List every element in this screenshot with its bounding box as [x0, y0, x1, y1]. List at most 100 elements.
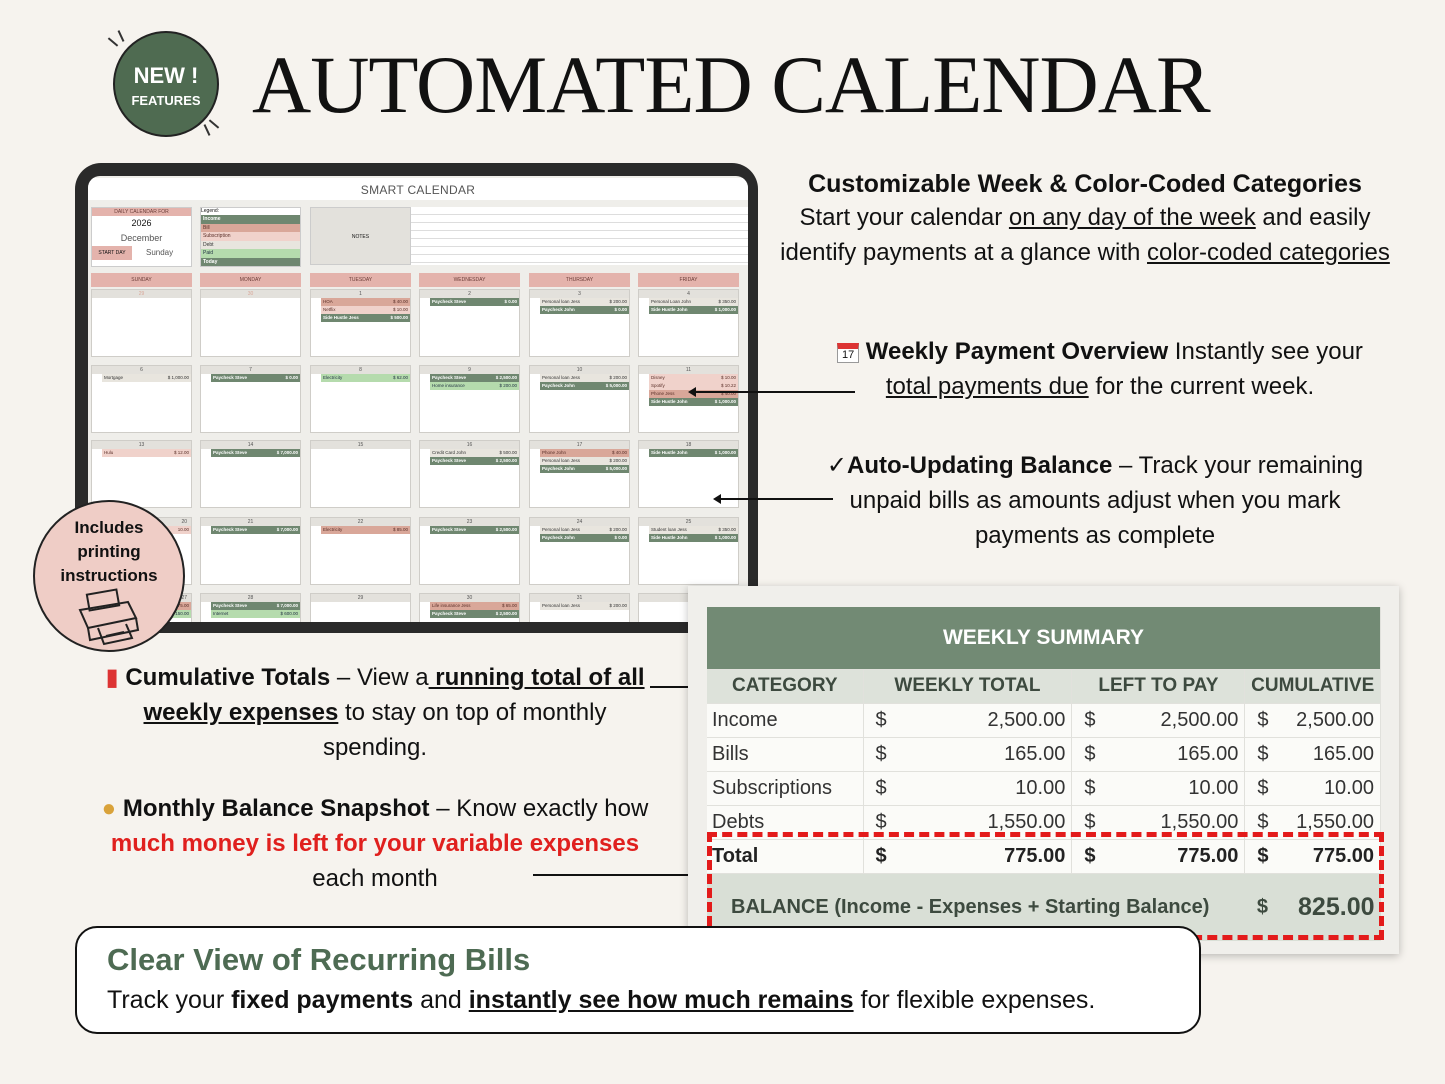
amount-w: 2,500.00	[903, 703, 1073, 738]
entry-amount: $ 0.00	[614, 307, 627, 312]
calendar-entry[interactable]: Personal loan Jess $ 200.00	[540, 526, 629, 534]
day-cell[interactable]: 28 Paycheck Steve $ 7,000.00 Internet $ 600.…	[200, 593, 301, 622]
day-cell[interactable]: 2 Paycheck Steve $ 0.00	[419, 289, 520, 357]
day-cell[interactable]: 29	[310, 593, 411, 622]
calendar-entry[interactable]: Personal loan Jess $ 200.00	[540, 298, 629, 306]
day-cell[interactable]: 3 Personal loan Jess $ 200.00 Paycheck John…	[529, 289, 630, 357]
feature-text: – View a	[330, 664, 429, 691]
entry-label: Side Hustle John	[651, 307, 688, 312]
day-cell[interactable]: 13 Hulu $ 12.00	[91, 440, 192, 508]
arrow-icon	[713, 494, 833, 504]
calendar-entry[interactable]: Paycheck Steve $ 0.00	[430, 298, 519, 306]
calendar-entry[interactable]: Paycheck Steve $ 7,000.00	[211, 526, 300, 534]
calendar-entry[interactable]: Home insurance $ 200.00	[430, 382, 519, 390]
calendar-entry[interactable]: Life insurance Jess $ 65.00	[430, 602, 519, 610]
calendar-entry[interactable]: Personal loan Jess $ 200.00	[540, 457, 629, 465]
daily-label: DAILY CALENDAR FOR	[92, 208, 191, 216]
day-cell[interactable]: 31 Personal loan Jess $ 200.00	[529, 593, 630, 622]
entry-label: Paycheck John	[542, 535, 575, 540]
feature-underline: color-coded categories	[1147, 239, 1390, 266]
day-cell[interactable]: 29	[91, 289, 192, 357]
day-cell[interactable]: 7 Paycheck Steve $ 0.00	[200, 365, 301, 433]
calendar-entry[interactable]: Paycheck John $ 0.00	[540, 534, 629, 542]
currency: $	[863, 703, 903, 738]
calendar-entry[interactable]: Paycheck Steve $ 7,000.00	[211, 449, 300, 457]
calendar-entry[interactable]: Paycheck Steve $ 2,500.00	[430, 374, 519, 382]
entry-amount: $ 7,000.00	[276, 603, 298, 608]
calendar-entry[interactable]: Paycheck John $ 5,000.00	[540, 382, 629, 390]
legend-item: Paid	[201, 249, 300, 258]
calendar-entry[interactable]: Personal loan Jess $ 200.00	[540, 374, 629, 382]
day-cell[interactable]: 15	[310, 440, 411, 508]
calendar-entry[interactable]: Paycheck Steve $ 0.00	[211, 374, 300, 382]
header-category: CATEGORY	[707, 669, 864, 704]
calendar-entry[interactable]: Side Hustle John $ 1,000.00	[649, 398, 738, 406]
calendar-entry[interactable]: Paycheck Steve $ 2,500.00	[430, 610, 519, 618]
day-cell[interactable]: 18 Side Hustle John $ 1,000.00	[638, 440, 739, 508]
feature-text: for the current week.	[1088, 373, 1315, 400]
day-cell[interactable]: 30	[200, 289, 301, 357]
amount-w: 10.00	[903, 771, 1073, 806]
day-cell[interactable]: 25 Student loan Jess $ 350.00 Side Hustle J…	[638, 517, 739, 585]
day-cell[interactable]: 16 Credit Card John $ 500.00 Paycheck Steve…	[419, 440, 520, 508]
day-cell[interactable]: 23 Paycheck Steve $ 2,500.00	[419, 517, 520, 585]
calendar-entry[interactable]: Spotify $ 10.22	[649, 382, 738, 390]
calendar-entry[interactable]: Hulu $ 12.00	[102, 449, 191, 457]
day-cell[interactable]: 1 HOA $ 40.00 Netflix $ 10.00 Side Hustle Jes…	[310, 289, 411, 357]
calendar-entry[interactable]: Credit Card John $ 500.00	[430, 449, 519, 457]
amount-c: 2,500.00	[1284, 703, 1381, 738]
notes-area[interactable]	[411, 207, 748, 265]
day-cell[interactable]: 6 Mortgage $ 1,000.00	[91, 365, 192, 433]
day-cell[interactable]: 22 Electricity $ 85.00	[310, 517, 411, 585]
bottom-text: for flexible expenses.	[853, 986, 1096, 1014]
calendar-entry[interactable]: Disney $ 10.00	[649, 374, 738, 382]
day-header: THURSDAY	[529, 273, 630, 287]
calendar-entry[interactable]: Side Hustle John $ 1,000.00	[649, 306, 738, 314]
entry-amount: $ 200.00	[609, 299, 627, 304]
calendar-entry[interactable]: Phone John $ 40.00	[540, 449, 629, 457]
entry-amount: $ 350.00	[718, 299, 736, 304]
calendar-entry[interactable]: Personal loan Jess $ 200.00	[540, 602, 629, 610]
calendar-entry[interactable]: Paycheck Steve $ 2,500.00	[430, 457, 519, 465]
entry-amount: $ 12.00	[173, 450, 189, 455]
calendar-entry[interactable]: Side Hustle Jess $ 500.00	[321, 314, 410, 322]
day-cell[interactable]: 10 Personal loan Jess $ 200.00 Paycheck Joh…	[529, 365, 630, 433]
calendar-entry[interactable]: Side Hustle John $ 1,000.00	[649, 534, 738, 542]
calendar-entry[interactable]: Personal Loan John $ 350.00	[649, 298, 738, 306]
calendar-entry[interactable]: Netflix $ 10.00	[321, 306, 410, 314]
day-cell[interactable]: 14 Paycheck Steve $ 7,000.00	[200, 440, 301, 508]
year-field[interactable]: 2026	[131, 218, 152, 228]
entry-amount: $ 2,500.00	[495, 458, 517, 463]
start-day-select[interactable]: Sunday	[146, 248, 174, 257]
day-cell[interactable]: 21 Paycheck Steve $ 7,000.00	[200, 517, 301, 585]
calendar-entry[interactable]: Side Hustle John $ 1,000.00	[649, 449, 738, 457]
summary-row: Income $2,500.00 $2,500.00 $2,500.00	[707, 703, 1381, 738]
currency: $	[1244, 703, 1285, 738]
calendar-entry[interactable]: Paycheck Steve $ 7,000.00	[211, 602, 300, 610]
day-cell[interactable]: 4 Personal Loan John $ 350.00 Side Hustle J…	[638, 289, 739, 357]
date-number: 29	[311, 594, 410, 602]
day-cell[interactable]: 11 Disney $ 10.00 Spotify $ 10.22 Phone Jess $…	[638, 365, 739, 433]
entry-amount: $ 5,000.00	[605, 383, 627, 388]
entry-amount: $ 200.00	[609, 603, 627, 608]
day-cell[interactable]: 8 Electricity $ 62.00	[310, 365, 411, 433]
month-select[interactable]: December	[120, 233, 163, 243]
amount-l: 775.00	[1111, 839, 1246, 874]
calendar-entry[interactable]: Paycheck John $ 5,000.00	[540, 465, 629, 473]
calendar-entry[interactable]: HOA $ 40.00	[321, 298, 410, 306]
day-cell[interactable]: 30 Life insurance Jess $ 65.00 Paycheck Ste…	[419, 593, 520, 622]
day-cell[interactable]: 17 Phone John $ 40.00 Personal loan Jess $ 2…	[529, 440, 630, 508]
entry-label: Paycheck Steve	[213, 603, 248, 608]
day-cell[interactable]: 24 Personal loan Jess $ 200.00 Paycheck Joh…	[529, 517, 630, 585]
day-cell[interactable]: 9 Paycheck Steve $ 2,500.00 Home insurance $…	[419, 365, 520, 433]
calendar-entry[interactable]: Paycheck Steve $ 2,500.00	[430, 526, 519, 534]
calendar-entry[interactable]: Electricity $ 85.00	[321, 526, 410, 534]
calendar-entry[interactable]: Mortgage $ 1,000.00	[102, 374, 191, 382]
calendar-entry[interactable]: Student loan Jess $ 350.00	[649, 526, 738, 534]
entry-amount: $ 500.00	[499, 450, 517, 455]
calendar-entry[interactable]: Internet $ 600.00	[211, 610, 300, 618]
calendar-entry[interactable]: Electricity $ 62.00	[321, 374, 410, 382]
calendar-entry[interactable]: Paycheck John $ 0.00	[540, 306, 629, 314]
entry-amount: $ 1,000.00	[714, 399, 736, 404]
entry-label: Phone Jess	[651, 391, 675, 396]
